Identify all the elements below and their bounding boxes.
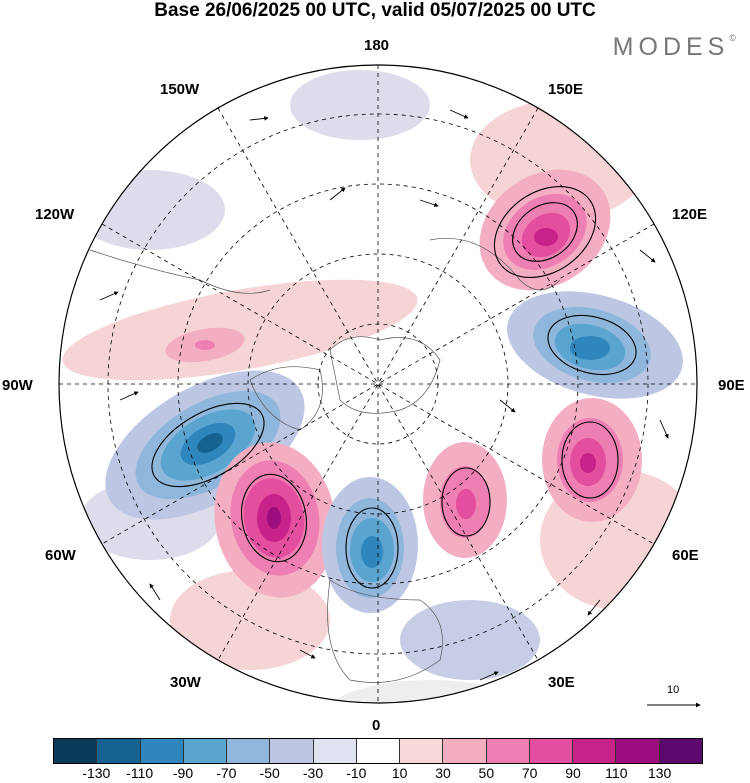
colorbar-swatch	[659, 739, 702, 763]
anomaly-w-positive-small	[165, 327, 245, 363]
lon-label-150e: 150E	[548, 81, 584, 98]
copyright-mark: ©	[729, 33, 736, 43]
lon-label-30e: 30E	[548, 674, 575, 691]
lon-label-60w: 60W	[45, 547, 76, 564]
colorbar-tick-label: -90	[172, 765, 194, 781]
lon-label-150w: 150W	[160, 81, 200, 98]
graticule	[59, 65, 697, 703]
colorbar-tick-label: -50	[259, 765, 280, 781]
colorbar-tick-label: -110	[126, 765, 154, 781]
map-boundary	[58, 64, 698, 704]
weak-negative-region-2	[75, 170, 225, 250]
colorbar-tick-label: -10	[346, 765, 367, 781]
colorbar-swatch	[183, 739, 228, 763]
colorbar-tick-label: 50	[478, 765, 495, 781]
greenland-coast	[249, 366, 323, 431]
lon-label-30w: 30W	[170, 674, 201, 691]
colorbar-tick-label: -30	[302, 765, 324, 781]
colorbar-swatch	[140, 739, 184, 763]
colorbar-swatch	[486, 739, 530, 763]
lon-label-120w: 120W	[35, 206, 75, 223]
lon-label-60e: 60E	[672, 547, 699, 564]
anomaly-sw-positive	[214, 442, 336, 598]
colorbar-swatch	[356, 739, 401, 763]
brand-text: MODES	[612, 33, 730, 61]
wind-arrows	[99, 109, 669, 681]
streamlines	[151, 185, 637, 589]
colorbar-tick-label: 130	[647, 765, 672, 781]
colorbar-tick-label: 70	[521, 765, 538, 781]
colorbar-swatch	[54, 739, 98, 763]
lon-label-90w: 90W	[2, 377, 33, 394]
colorbar-swatch	[400, 739, 444, 763]
weak-negative-region	[290, 70, 430, 140]
colorbar-swatch	[529, 739, 574, 763]
lon-label-90e: 90E	[718, 377, 745, 394]
modes-logo: MODES©	[613, 33, 736, 62]
map-title: Base 26/06/2025 00 UTC, valid 05/07/2025…	[154, 0, 596, 21]
weak-positive-band	[62, 279, 418, 381]
colorbar-tick-label: -70	[216, 765, 237, 781]
colorbar-tick-label: 10	[391, 765, 408, 781]
reference-vector-label: 10	[667, 684, 680, 696]
europe-coast	[327, 579, 443, 683]
anomaly-sse-positive	[423, 442, 507, 558]
colorbar-swatch	[313, 739, 357, 763]
colorbar-swatch	[97, 739, 141, 763]
weak-negative-region-3	[400, 600, 540, 680]
lon-label-180: 180	[364, 37, 390, 54]
colorbar-swatch	[616, 739, 660, 763]
lon-label-120e: 120E	[672, 206, 708, 223]
lon-label-0: 0	[372, 717, 381, 734]
anomaly-e-negative	[507, 291, 683, 399]
colorbar-tick-label: -130	[82, 765, 111, 781]
north-america-coast	[89, 249, 271, 294]
colorbar-tick-label: 110	[605, 765, 628, 781]
colorbar-swatch	[443, 739, 487, 763]
anomaly-s-negative	[322, 477, 418, 613]
colorbar-swatch	[270, 739, 314, 763]
anomaly-se-positive	[542, 398, 642, 522]
colorbar-swatch	[573, 739, 617, 763]
colorbar-tick-label: 90	[565, 765, 581, 781]
colorbar-swatch	[227, 739, 271, 763]
arctic-ocean	[329, 336, 441, 414]
colorbar-tick-label: 30	[435, 765, 451, 781]
colorbar	[53, 738, 703, 764]
anomaly-ne-positive	[479, 169, 611, 291]
